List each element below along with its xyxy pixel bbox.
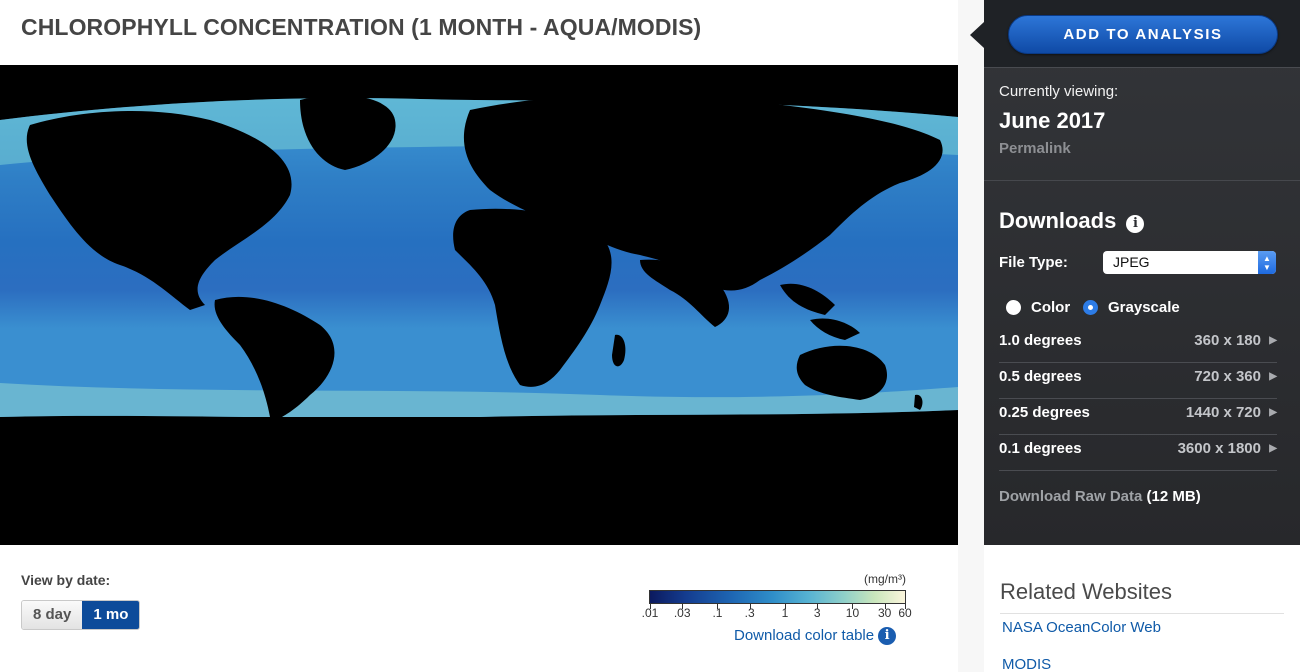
raw-data-size: (12 MB): [1146, 488, 1201, 505]
view-8-day-button[interactable]: 8 day: [22, 601, 83, 629]
download-color-table-link[interactable]: Download color table i: [734, 627, 897, 645]
related-websites-panel: Related Websites NASA OceanColor Web MOD…: [984, 561, 1300, 672]
view-1-mo-button[interactable]: 1 mo: [82, 601, 140, 629]
chevron-right-icon: ▶: [1269, 335, 1277, 346]
related-link-oceancolor[interactable]: NASA OceanColor Web: [1002, 619, 1161, 636]
radio-color[interactable]: Color: [1006, 299, 1070, 316]
legend-tick-label: .03: [673, 606, 691, 620]
resolution-size: 3600 x 1800: [1177, 440, 1261, 457]
radio-grayscale[interactable]: Grayscale: [1083, 299, 1180, 316]
file-type-select[interactable]: JPEG ▲ ▼: [1103, 251, 1276, 274]
column-gutter: [958, 0, 984, 672]
resolution-size: 1440 x 720: [1185, 404, 1261, 421]
currently-viewing-label: Currently viewing:: [999, 83, 1119, 100]
legend-tick-label: 60: [898, 606, 912, 620]
radio-color-label: Color: [1031, 299, 1071, 316]
add-to-analysis-button[interactable]: ADD TO ANALYSIS: [1008, 15, 1278, 54]
resolution-row[interactable]: 0.5 degrees 720 x 360 ▶: [999, 363, 1277, 399]
download-sidebar: ADD TO ANALYSIS Currently viewing: June …: [984, 0, 1300, 545]
legend-tick: [749, 604, 751, 609]
resolution-size: 360 x 180: [1194, 332, 1261, 349]
file-type-label: File Type:: [999, 254, 1068, 271]
view-by-date-label: View by date:: [21, 572, 111, 588]
radio-grayscale-button[interactable]: [1083, 300, 1098, 315]
divider: [984, 180, 1300, 181]
color-scale-ticks: [649, 604, 906, 610]
radio-grayscale-label: Grayscale: [1108, 299, 1180, 316]
resolution-size: 720 x 360: [1194, 368, 1261, 385]
related-link-modis[interactable]: MODIS: [1002, 656, 1052, 672]
chevron-right-icon: ▶: [1269, 371, 1277, 382]
resolution-row[interactable]: 0.1 degrees 3600 x 1800 ▶: [999, 435, 1277, 471]
legend-tick: [884, 604, 886, 609]
downloads-heading: Downloads i: [999, 208, 1145, 234]
info-icon[interactable]: i: [878, 627, 897, 645]
select-arrows-icon: ▲ ▼: [1258, 251, 1276, 274]
resolution-row[interactable]: 0.25 degrees 1440 x 720 ▶: [999, 399, 1277, 435]
sidebar-pointer: [970, 22, 984, 48]
related-websites-title: Related Websites: [1000, 579, 1173, 604]
download-raw-data-link[interactable]: Download Raw Data (12 MB): [999, 488, 1201, 505]
permalink-link[interactable]: Permalink: [999, 140, 1071, 157]
legend-tick-label: 3: [813, 606, 821, 620]
download-color-table-label: Download color table: [734, 627, 875, 644]
legend-tick-label: .01: [641, 606, 659, 620]
file-type-value: JPEG: [1113, 254, 1150, 270]
legend-tick: [817, 604, 819, 609]
view-by-date-toggle: 8 day 1 mo: [21, 600, 141, 630]
radio-color-button[interactable]: [1006, 300, 1021, 315]
chlorophyll-map-image: [0, 65, 958, 545]
sidebar-header: ADD TO ANALYSIS: [984, 0, 1300, 68]
legend-tick: [650, 604, 651, 609]
legend-tick-label: .3: [744, 606, 755, 620]
divider: [1000, 613, 1284, 614]
chevron-right-icon: ▶: [1269, 407, 1277, 418]
legend-tick: [852, 604, 854, 609]
legend-tick-label: 1: [781, 606, 789, 620]
resolution-degrees: 0.1 degrees: [999, 440, 1082, 457]
resolution-row[interactable]: 1.0 degrees 360 x 180 ▶: [999, 327, 1277, 363]
page-title: CHLOROPHYLL CONCENTRATION (1 MONTH - AQU…: [21, 14, 702, 40]
legend-tick: [905, 604, 906, 609]
info-icon[interactable]: i: [1126, 215, 1145, 233]
legend-tick: [717, 604, 719, 609]
currently-viewing-value: June 2017: [999, 108, 1106, 133]
color-scale-bar: [649, 590, 906, 604]
legend-tick-label: 10: [845, 606, 860, 620]
legend-tick-label: .1: [712, 606, 723, 620]
chevron-right-icon: ▶: [1269, 443, 1277, 454]
resolution-degrees: 0.25 degrees: [999, 404, 1090, 421]
downloads-heading-text: Downloads: [999, 208, 1117, 233]
legend-unit: (mg/m³): [864, 572, 906, 586]
legend-tick: [682, 604, 684, 609]
resolution-degrees: 0.5 degrees: [999, 368, 1082, 385]
download-raw-data-label: Download Raw Data: [999, 488, 1143, 505]
legend-tick: [784, 604, 786, 609]
legend-tick-label: 30: [877, 606, 892, 620]
resolution-degrees: 1.0 degrees: [999, 332, 1082, 349]
